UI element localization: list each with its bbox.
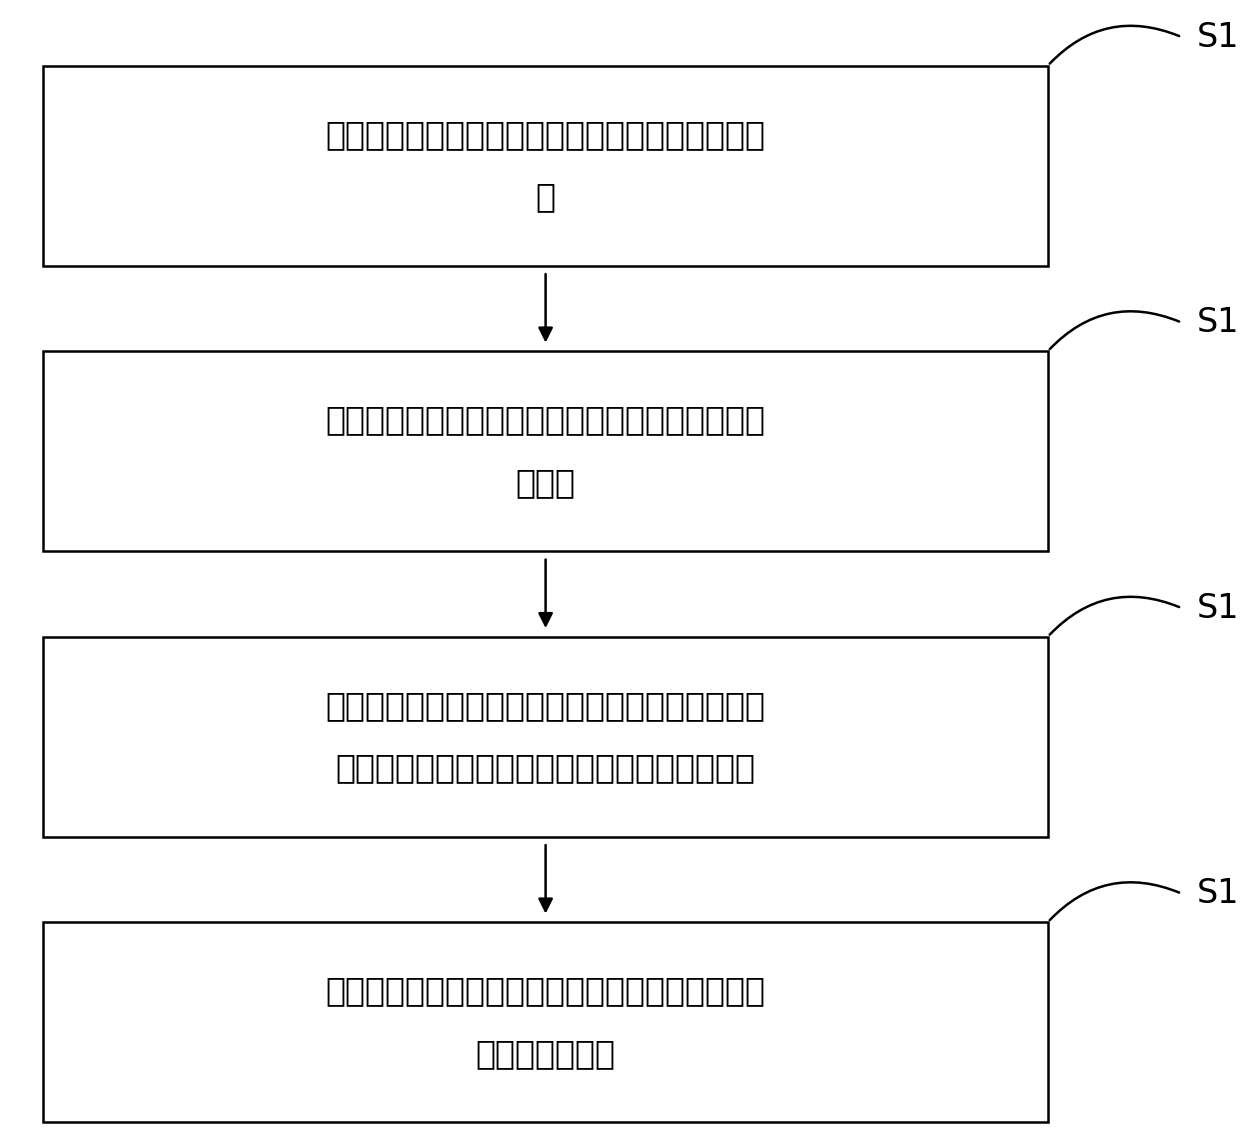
Text: S110: S110	[1197, 306, 1240, 339]
Bar	[43, 637, 1048, 836]
Text: S100: S100	[1197, 21, 1240, 54]
Text: S130: S130	[1197, 877, 1240, 910]
Text: 设定三维物理模型中燃料及其相关的初始条件与边: 设定三维物理模型中燃料及其相关的初始条件与边	[326, 403, 765, 436]
Text: 定氮氧化物浓度: 定氮氧化物浓度	[476, 1037, 615, 1070]
Text: 烧学方法，进行数值模拟，建立温度场和气流场: 烧学方法，进行数值模拟，建立温度场和气流场	[336, 751, 755, 785]
Text: 基于初始条件与边界条件，并利用气体动力学和燃: 基于初始条件与边界条件，并利用气体动力学和燃	[326, 689, 765, 722]
Bar	[43, 66, 1048, 266]
Text: 建立焦炉内燃烧室、炭化室及立火道的三维物理模: 建立焦炉内燃烧室、炭化室及立火道的三维物理模	[326, 118, 765, 151]
Text: 基于温度场和气流场，根据一氧化氮生成速率，确: 基于温度场和气流场，根据一氧化氮生成速率，确	[326, 974, 765, 1007]
Bar	[43, 352, 1048, 552]
Text: S120: S120	[1197, 592, 1240, 625]
Bar	[43, 923, 1048, 1121]
Text: 型: 型	[536, 180, 556, 214]
Text: 界条件: 界条件	[516, 466, 575, 499]
